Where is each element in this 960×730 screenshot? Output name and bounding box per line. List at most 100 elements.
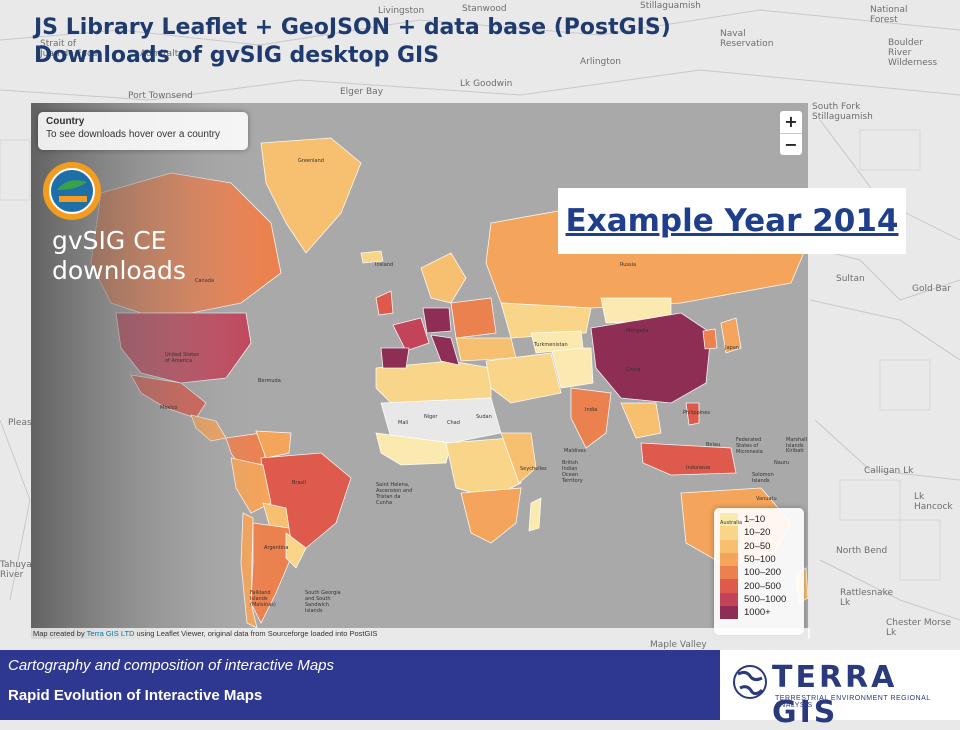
country-label: China: [626, 367, 641, 373]
country-southern-africa: [460, 487, 522, 544]
country-label: Belau: [706, 442, 721, 448]
country-korea: [702, 328, 718, 350]
bg-label: Chester Morse Lk: [886, 618, 952, 638]
country-label: Sudan: [476, 414, 492, 420]
footer-line-2: Rapid Evolution of Interactive Maps: [8, 687, 263, 704]
country-label: Australia: [720, 520, 743, 526]
bg-label: Rattlesnake Lk: [840, 588, 894, 608]
legend-label: 50–100: [744, 554, 776, 566]
logo-subtitle: TERRESTRIAL ENVIRONMENT REGIONAL ANALYSI…: [775, 695, 931, 709]
bg-label: Pleas: [8, 418, 32, 428]
terra-gis-logo: [720, 650, 960, 720]
bg-label: Arlington: [580, 57, 622, 67]
country-label: Chad: [447, 420, 460, 426]
bg-label: Elger Bay: [340, 87, 384, 97]
country-philippines: [685, 402, 700, 426]
country-label: United States of America: [165, 352, 199, 364]
legend: 1–10 10–20 20–50 50–100 100–200 200–500 …: [714, 508, 804, 635]
country-label: Kiribati: [786, 448, 804, 454]
bg-label: Maple Valley: [650, 640, 707, 650]
globe-icon: [733, 665, 767, 699]
info-heading: Country: [46, 116, 85, 127]
legend-item: 50–100: [720, 552, 798, 567]
legend-item: 1–10: [720, 513, 798, 527]
country-label: Niger: [424, 414, 438, 420]
bg-label: Stanwood: [462, 4, 507, 14]
legend-item: 500–1000: [720, 592, 798, 607]
slide-title: JS Library Leaflet + GeoJSON + data base…: [34, 14, 671, 70]
bg-label: Calligan Lk: [864, 466, 914, 476]
country-label: Solomon Islands: [752, 472, 774, 484]
country-label: Russia: [620, 262, 637, 268]
country-label: Maldives: [564, 448, 586, 454]
country-balkans-turkey: [455, 337, 517, 362]
country-madagascar: [528, 497, 542, 532]
brand-line-2: downloads: [52, 256, 186, 285]
credit-prefix: Map created by: [33, 629, 87, 638]
bg-label: Gold Bar: [912, 284, 951, 294]
bg-label: Port Townsend: [128, 91, 193, 101]
legend-label: 100–200: [744, 567, 781, 579]
bg-label: Lk Hancock: [914, 492, 953, 512]
bg-label: Livingston: [378, 6, 425, 16]
country-label: British Indian Ocean Territory: [562, 460, 583, 484]
bg-label: National Forest: [870, 5, 908, 25]
legend-swatch: [720, 579, 738, 593]
bg-label: Sultan: [836, 274, 865, 284]
legend-item: 100–200: [720, 566, 798, 580]
legend-item: 10–20: [720, 526, 798, 540]
country-turkmenistan: [530, 330, 584, 354]
country-label: Canada: [195, 278, 215, 284]
bg-label: South Fork Stillaguamish: [812, 102, 873, 122]
zoom-in-button[interactable]: +: [784, 112, 798, 131]
legend-swatch: [720, 539, 738, 553]
bg-label: Juan de Fuca: [40, 49, 98, 59]
map-attribution: Map created by Terra GIS LTD using Leafl…: [31, 628, 810, 639]
country-china: [590, 312, 712, 404]
country-label: Iceland: [375, 262, 394, 268]
country-label: Indonesia: [686, 465, 711, 471]
legend-label: 10–20: [744, 527, 771, 539]
country-label: Seychelles: [520, 466, 547, 472]
info-text: To see downloads hover over a country: [46, 129, 220, 140]
country-label: Argentina: [264, 545, 289, 551]
title-line-2: Downloads of gvSIG desktop GIS: [34, 43, 440, 68]
country-southeast-asia: [620, 402, 662, 439]
leaflet-map[interactable]: [31, 103, 808, 639]
country-label: South Georgia and South Sandwich Islands: [305, 590, 341, 614]
title-line-1: JS Library Leaflet + GeoJSON + data base…: [34, 15, 671, 40]
country-label: Philippines: [683, 410, 710, 416]
country-label: Mali: [398, 420, 409, 426]
country-label: Brasil: [292, 480, 306, 486]
legend-swatch: [720, 592, 738, 607]
bg-label: Admiralty: [140, 49, 184, 59]
info-control: Country To see downloads hover over a co…: [38, 112, 248, 150]
credit-link[interactable]: Terra GIS LTD: [86, 629, 135, 638]
country-japan: [720, 317, 742, 354]
legend-item: 200–500: [720, 579, 798, 593]
zoom-out-button[interactable]: −: [780, 133, 802, 156]
country-label: Falkland Islands (Malvinas): [250, 590, 276, 608]
world-choropleth[interactable]: [31, 103, 808, 639]
bg-label: Tahuya River: [0, 560, 32, 580]
country-eastern-europe: [450, 297, 497, 339]
bg-label: Stillaguamish: [640, 1, 701, 11]
legend-label: 500–1000: [744, 593, 787, 605]
country-label: India: [585, 407, 598, 413]
gvsig-logo-icon: [43, 162, 101, 220]
legend-swatch: [720, 566, 738, 580]
zoom-control: + −: [779, 110, 803, 156]
country-label: Vanuatu: [756, 496, 777, 502]
footer-bar: [0, 650, 720, 720]
country-kazakhstan: [500, 302, 592, 339]
country-label: Federated States of Micronesia: [736, 437, 763, 455]
country-label: Saint Helena, Ascension and Tristan da C…: [376, 482, 413, 506]
legend-label: 1–10: [744, 514, 766, 526]
country-label: Mongolia: [626, 328, 649, 334]
country-label: Japan: [725, 345, 739, 351]
legend-swatch: [720, 552, 738, 567]
legend-label: 200–500: [744, 580, 781, 592]
legend-swatch: [720, 606, 738, 620]
country-indonesia: [640, 442, 737, 476]
country-label: Greenland: [298, 158, 324, 164]
